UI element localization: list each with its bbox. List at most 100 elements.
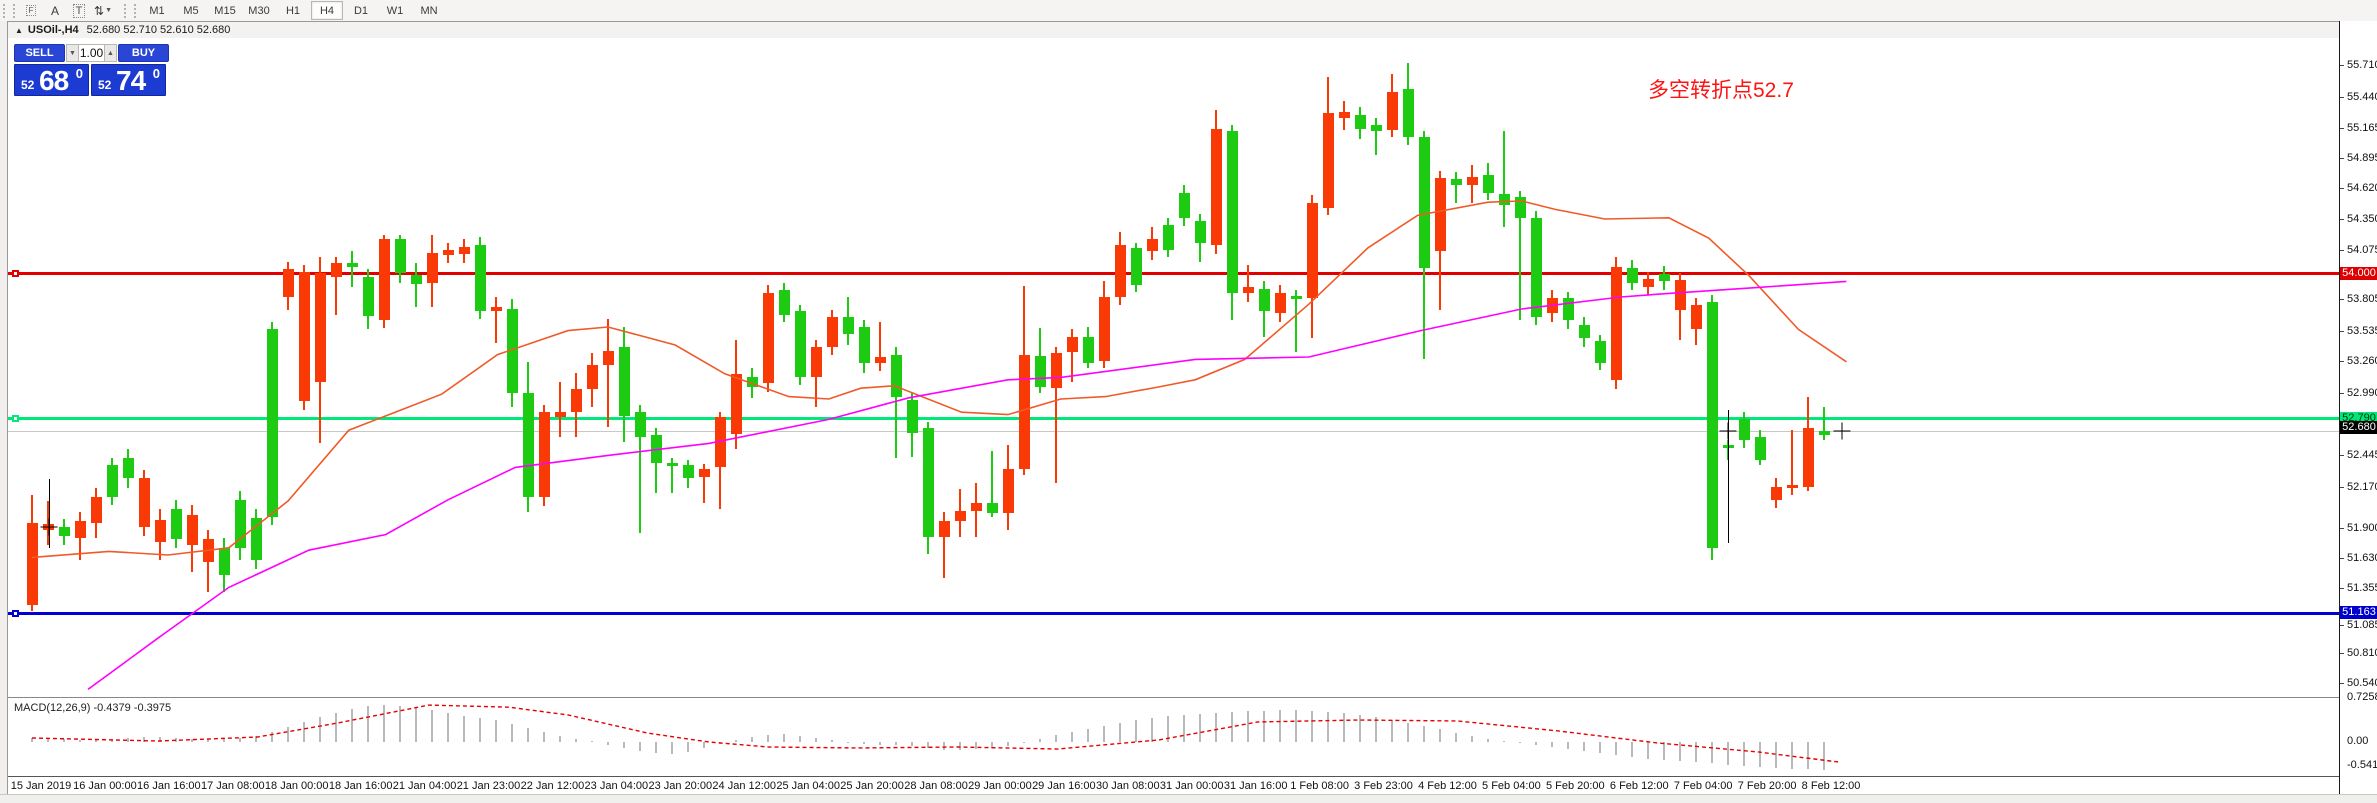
main-toolbar: F A T ⇅ ▼ M1 M5 M15 M30 H1 H4 D1 W1 MN: [0, 0, 2377, 22]
cross-marker[interactable]: [1833, 422, 1851, 440]
price-tick: [2340, 393, 2344, 394]
candle: [1179, 192, 1190, 218]
time-axis[interactable]: 15 Jan 2019 16 Jan 00:00 16 Jan 16:00 17 Ja…: [8, 777, 2339, 795]
macd-histogram-bar: [1359, 715, 1361, 742]
timeframe-button-mn[interactable]: MN: [420, 4, 438, 17]
candle: [1083, 336, 1094, 363]
macd-histogram-bar: [383, 704, 385, 742]
horizontal-line-54[interactable]: [8, 270, 2339, 277]
arrows-tool-icon[interactable]: ⇅ ▼: [92, 1, 114, 20]
candle: [779, 289, 790, 315]
candle: [1435, 178, 1446, 252]
buy-price-tile[interactable]: 52 74 0: [91, 64, 166, 96]
chart-symbol-label: USOil-,H4: [27, 24, 79, 36]
timeframe-button-h4[interactable]: H4: [311, 1, 343, 20]
cross-marker[interactable]: [1719, 422, 1737, 440]
candle: [667, 462, 678, 467]
price-axis-label: 54.350: [2347, 213, 2377, 225]
crosshair-grid-icon[interactable]: F: [20, 1, 42, 20]
candle: [923, 427, 934, 537]
line-handle[interactable]: [12, 610, 19, 618]
line-handle[interactable]: [12, 415, 19, 423]
price-tick: [2340, 128, 2344, 129]
line-handle[interactable]: [12, 270, 19, 277]
macd-histogram-bar: [1679, 742, 1681, 761]
price-tick: [2340, 158, 2344, 159]
macd-histogram-bar: [1519, 742, 1521, 743]
timeframe-button-m1[interactable]: M1: [149, 4, 165, 17]
collapse-quote-panel-icon[interactable]: ▲: [15, 25, 23, 35]
timeframe-bar: M1 M5 M15 M30 H1 H4 D1 W1 MN: [141, 1, 445, 20]
timeframe-button-m30[interactable]: M30: [248, 4, 270, 17]
price-chart-plot[interactable]: [8, 38, 2339, 697]
candle: [1403, 89, 1414, 138]
candle: [155, 520, 166, 542]
macd-histogram-bar: [1375, 716, 1377, 742]
vertical-line-object[interactable]: [1728, 409, 1729, 543]
ma-overlay: [31, 200, 1847, 691]
price-tick: [2340, 588, 2344, 589]
price-axis-label: 52.990: [2347, 387, 2377, 399]
sell-price-tile[interactable]: 52 68 0: [14, 64, 89, 96]
text-tool-icon[interactable]: T: [68, 1, 90, 20]
candle: [555, 412, 566, 417]
price-axis-label: 54.620: [2347, 182, 2377, 194]
candle: [123, 457, 134, 479]
candle: [523, 393, 534, 498]
macd-histogram-bar: [1631, 742, 1633, 757]
candle: [1563, 298, 1574, 320]
macd-histogram-bar: [1423, 725, 1425, 742]
macd-histogram-bar: [479, 717, 481, 742]
horizontal-line-51.163[interactable]: [8, 610, 2339, 618]
candle: [795, 311, 806, 378]
horizontal-line-52.79[interactable]: [8, 415, 2339, 423]
price-axis-label: 52.445: [2347, 449, 2377, 461]
candle: [379, 239, 390, 320]
candle: [1259, 288, 1270, 312]
macd-histogram-bar: [1663, 742, 1665, 760]
macd-histogram-bar: [1151, 717, 1153, 742]
candle: [1019, 354, 1030, 469]
candle: [1371, 125, 1382, 132]
toolbar-grip-2[interactable]: [124, 3, 136, 18]
time-axis-label: 3 Feb 23:00: [1354, 780, 1413, 792]
macd-histogram-bar: [991, 742, 993, 748]
time-axis-label: 1 Feb 08:00: [1290, 780, 1349, 792]
volume-increase-button[interactable]: ▲: [104, 44, 117, 62]
cross-marker[interactable]: [40, 518, 58, 536]
price-tick: [2340, 97, 2344, 98]
time-axis-label: 17 Jan 08:00: [200, 780, 265, 792]
price-axis[interactable]: 55.710 55.440 55.165 54.895 54.620 54.350 54.0…: [2339, 21, 2377, 795]
candle: [843, 317, 854, 335]
toolbar-grip[interactable]: [3, 3, 15, 18]
sell-price-pips: 68: [39, 65, 69, 96]
timeframe-button-w1[interactable]: W1: [386, 4, 404, 17]
chart-text-annotation[interactable]: 多空转折点52.7: [1648, 79, 1794, 102]
macd-histogram-bar: [1119, 723, 1121, 742]
candle: [1755, 437, 1766, 461]
timeframe-button-m5[interactable]: M5: [183, 4, 199, 17]
candle: [619, 347, 630, 416]
sell-button[interactable]: SELL: [14, 44, 65, 62]
candle: [1307, 203, 1318, 299]
macd-histogram-bar: [895, 742, 897, 746]
macd-histogram-bar: [1727, 742, 1729, 765]
buy-button[interactable]: BUY: [118, 44, 169, 62]
timeframe-button-m15[interactable]: M15: [214, 4, 236, 17]
timeframe-button-d1[interactable]: D1: [353, 4, 369, 17]
candle: [59, 527, 70, 536]
font-icon[interactable]: A: [44, 1, 66, 20]
macd-histogram-bar: [1167, 716, 1169, 742]
macd-histogram-bar: [271, 732, 273, 742]
time-axis-label: 15 Jan 2019: [10, 780, 72, 792]
candle: [299, 271, 310, 402]
vertical-line-object[interactable]: [48, 479, 50, 548]
timeframe-button-h1[interactable]: H1: [285, 4, 301, 17]
time-axis-label: 18 Jan 16:00: [328, 780, 393, 792]
candle: [955, 510, 966, 522]
volume-decrease-button[interactable]: ▼: [66, 44, 79, 62]
volume-input[interactable]: 1.00: [79, 44, 104, 62]
macd-histogram-bar: [1647, 742, 1649, 759]
macd-histogram-bar: [63, 738, 65, 742]
candle: [235, 499, 246, 548]
